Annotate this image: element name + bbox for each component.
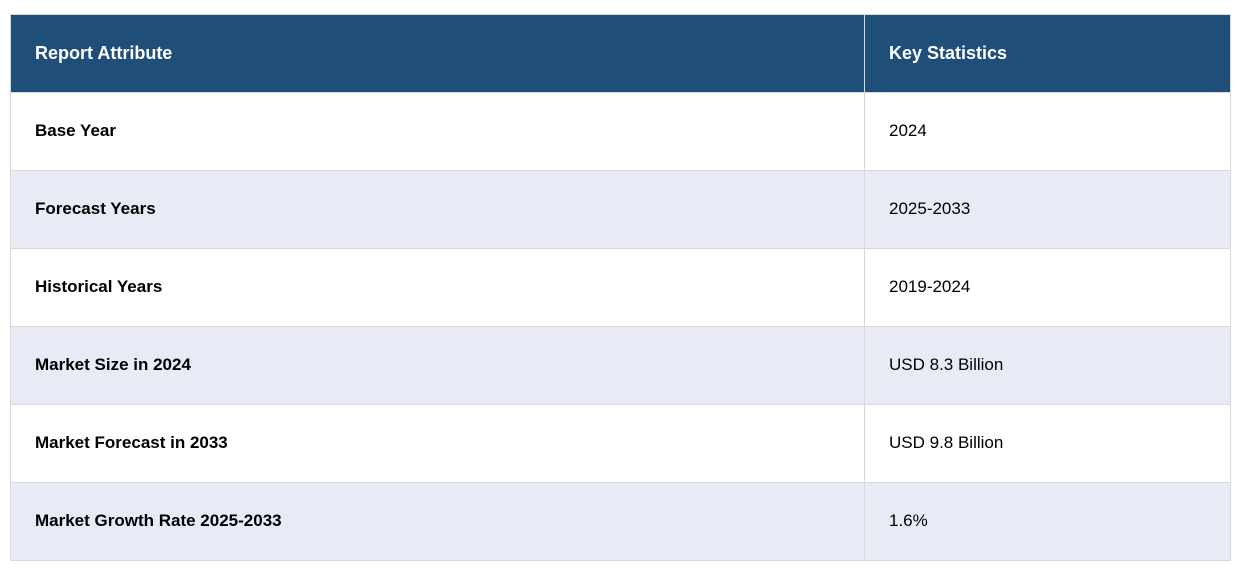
table-row: Historical Years 2019-2024 xyxy=(10,248,1231,327)
attribute-cell: Market Size in 2024 xyxy=(10,326,865,405)
table-row: Market Forecast in 2033 USD 9.8 Billion xyxy=(10,404,1231,483)
table-row: Market Growth Rate 2025-2033 1.6% xyxy=(10,482,1231,561)
table-row: Market Size in 2024 USD 8.3 Billion xyxy=(10,326,1231,405)
value-cell: 2025-2033 xyxy=(864,170,1231,249)
value-cell: 1.6% xyxy=(864,482,1231,561)
attribute-cell: Forecast Years xyxy=(10,170,865,249)
header-cell-key-statistics: Key Statistics xyxy=(864,14,1231,93)
attribute-cell: Base Year xyxy=(10,92,865,171)
attribute-cell: Market Growth Rate 2025-2033 xyxy=(10,482,865,561)
value-cell: 2019-2024 xyxy=(864,248,1231,327)
table-header-row: Report Attribute Key Statistics xyxy=(10,14,1231,93)
report-summary-table: Report Attribute Key Statistics Base Yea… xyxy=(10,14,1231,561)
value-cell: 2024 xyxy=(864,92,1231,171)
attribute-cell: Historical Years xyxy=(10,248,865,327)
attribute-cell: Market Forecast in 2033 xyxy=(10,404,865,483)
table-row: Forecast Years 2025-2033 xyxy=(10,170,1231,249)
value-cell: USD 8.3 Billion xyxy=(864,326,1231,405)
header-cell-report-attribute: Report Attribute xyxy=(10,14,865,93)
table-row: Base Year 2024 xyxy=(10,92,1231,171)
value-cell: USD 9.8 Billion xyxy=(864,404,1231,483)
